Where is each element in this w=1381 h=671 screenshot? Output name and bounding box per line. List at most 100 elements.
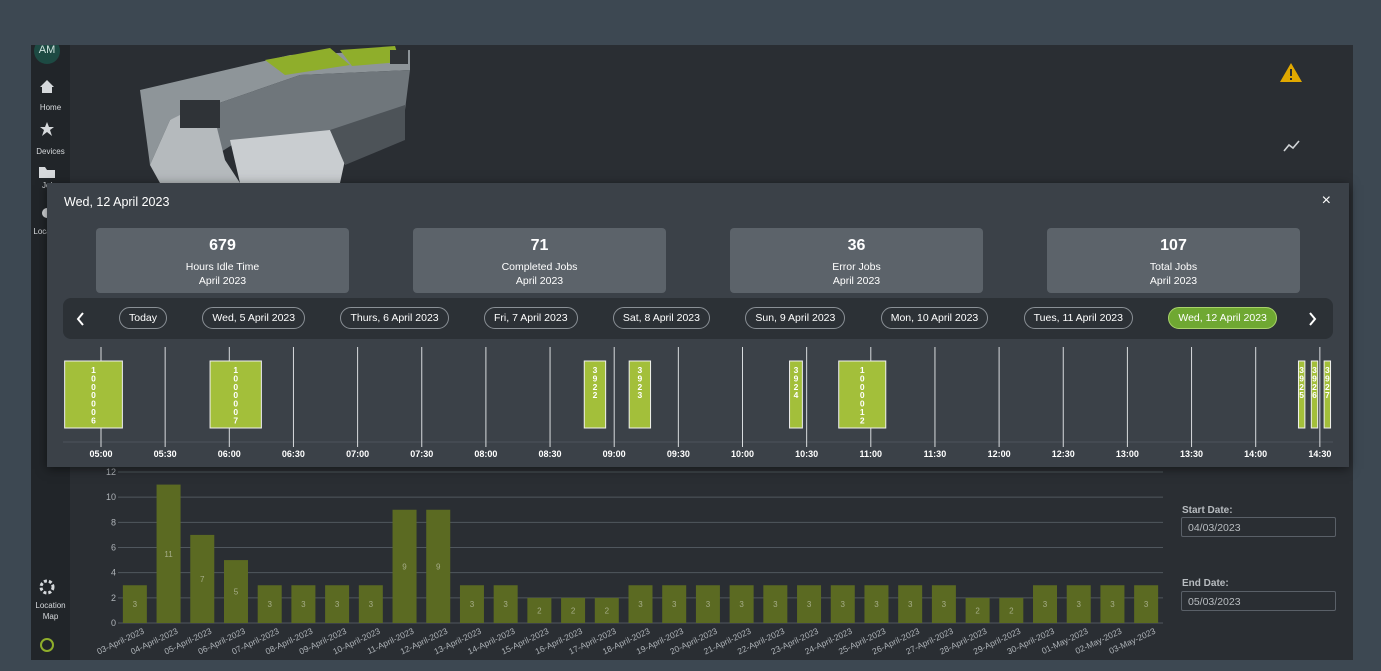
day-pill[interactable]: Fri, 7 April 2023: [484, 307, 578, 329]
bar[interactable]: [426, 509, 451, 623]
bar[interactable]: [561, 597, 586, 623]
timeline-tick-label: 05:00: [89, 449, 112, 459]
bar[interactable]: [965, 597, 990, 623]
bar[interactable]: [662, 585, 687, 623]
settings-icon[interactable]: [39, 579, 55, 595]
bar[interactable]: [1033, 585, 1058, 623]
y-tick-label: 8: [111, 517, 116, 527]
day-pill[interactable]: Tues, 11 April 2023: [1023, 307, 1133, 329]
bar[interactable]: [1134, 585, 1159, 623]
bar-value-label: 3: [874, 600, 879, 609]
bar[interactable]: [190, 534, 215, 623]
timeline-tick-label: 06:00: [218, 449, 241, 459]
avatar-circle[interactable]: [34, 45, 60, 64]
day-pill[interactable]: Mon, 10 April 2023: [880, 307, 989, 329]
bar[interactable]: [459, 585, 484, 623]
bar[interactable]: [156, 484, 181, 623]
bar[interactable]: [122, 585, 147, 623]
bar[interactable]: [392, 509, 417, 623]
end-date-input[interactable]: 05/03/2023: [1181, 591, 1336, 611]
bar-value-label: 3: [133, 600, 138, 609]
bar[interactable]: [729, 585, 754, 623]
job-block[interactable]: [209, 360, 262, 429]
day-pill[interactable]: Wed, 12 April 2023: [1168, 307, 1277, 329]
job-block[interactable]: [838, 360, 887, 429]
bar-value-label: 3: [267, 600, 272, 609]
bar[interactable]: [763, 585, 788, 623]
timeline-tick-label: 07:30: [410, 449, 433, 459]
bar[interactable]: [1066, 585, 1091, 623]
bar[interactable]: [898, 585, 923, 623]
bar-value-label: 5: [234, 588, 239, 597]
home-icon[interactable]: [40, 80, 54, 93]
job-block[interactable]: [64, 360, 123, 429]
day-pill[interactable]: Today: [119, 307, 168, 329]
close-button[interactable]: ×: [1321, 192, 1331, 209]
jobs-icon[interactable]: [39, 167, 55, 178]
bar-value-label: 2: [1009, 606, 1014, 615]
devices-icon[interactable]: [40, 122, 54, 136]
bar[interactable]: [1100, 585, 1125, 623]
timeline-tick-label: 10:30: [795, 449, 818, 459]
bar[interactable]: [291, 585, 316, 623]
job-block[interactable]: [1323, 360, 1332, 429]
job-block[interactable]: [1310, 360, 1319, 429]
job-block[interactable]: [1297, 360, 1306, 429]
job-block[interactable]: [789, 360, 803, 429]
start-date-label: Start Date:: [1182, 500, 1233, 518]
stat-label: Error Jobs: [832, 261, 881, 273]
job-id: 3926: [1310, 365, 1320, 399]
bar[interactable]: [493, 585, 518, 623]
timeline-tick-label: 05:30: [154, 449, 177, 459]
warning-dot: [1290, 78, 1292, 80]
nav-item[interactable]: Home: [39, 103, 62, 112]
stat-card: 107 Total Jobs April 2023: [1047, 228, 1300, 293]
y-tick-label: 12: [106, 467, 116, 477]
bar-value-label: 3: [335, 600, 340, 609]
timeline-tick-label: 14:30: [1308, 449, 1331, 459]
bar[interactable]: [325, 585, 350, 623]
day-pill[interactable]: Sun, 9 April 2023: [745, 307, 846, 329]
next-button[interactable]: [1307, 311, 1319, 327]
next-arrow: [1309, 312, 1317, 326]
timeline-tick-label: 11:30: [924, 449, 947, 459]
logo-icon: [40, 638, 54, 652]
timeline-tick-label: 13:00: [1116, 449, 1139, 459]
day-pill[interactable]: Thurs, 6 April 2023: [340, 307, 449, 329]
day-pill[interactable]: Sat, 8 April 2023: [612, 307, 710, 329]
day-pill[interactable]: Wed, 5 April 2023: [202, 307, 306, 329]
job-block[interactable]: [628, 360, 652, 429]
bar[interactable]: [864, 585, 889, 623]
job-id: 1000006: [89, 365, 99, 424]
stat-value: 107: [1160, 237, 1187, 254]
bar[interactable]: [628, 585, 653, 623]
y-tick-label: 6: [111, 543, 116, 553]
nav-item[interactable]: Devices: [36, 147, 65, 156]
job-id: 3925: [1297, 365, 1307, 399]
bar[interactable]: [527, 597, 552, 623]
bar-value-label: 2: [537, 606, 542, 615]
bar[interactable]: [257, 585, 282, 623]
start-date-input[interactable]: 04/03/2023: [1181, 517, 1336, 537]
bar-value-label: 3: [301, 600, 306, 609]
timeline: 05:00 05:30 06:00 06:30 07:00 07:30 08:00 08:30…: [63, 347, 1333, 459]
y-tick-label: 2: [111, 593, 116, 603]
bar[interactable]: [223, 560, 248, 623]
nav-location-map[interactable]: Location Map: [35, 601, 66, 621]
bar[interactable]: [358, 585, 383, 623]
bar-value-label: 3: [773, 600, 778, 609]
job-block[interactable]: [583, 360, 607, 429]
day-nav: Today Wed, 5 April 2023 Thurs, 6 April 202…: [63, 298, 1333, 339]
bar[interactable]: [695, 585, 720, 623]
bar-chart: 02468101203-April-2023304-April-20231105…: [95, 467, 1163, 656]
bar-value-label: 7: [200, 575, 205, 584]
prev-button[interactable]: [75, 311, 87, 327]
trend-icon[interactable]: [1283, 140, 1300, 152]
y-tick-label: 0: [111, 618, 116, 628]
bar[interactable]: [594, 597, 619, 623]
bar[interactable]: [931, 585, 956, 623]
bar[interactable]: [999, 597, 1024, 623]
bar[interactable]: [797, 585, 822, 623]
bar[interactable]: [830, 585, 855, 623]
